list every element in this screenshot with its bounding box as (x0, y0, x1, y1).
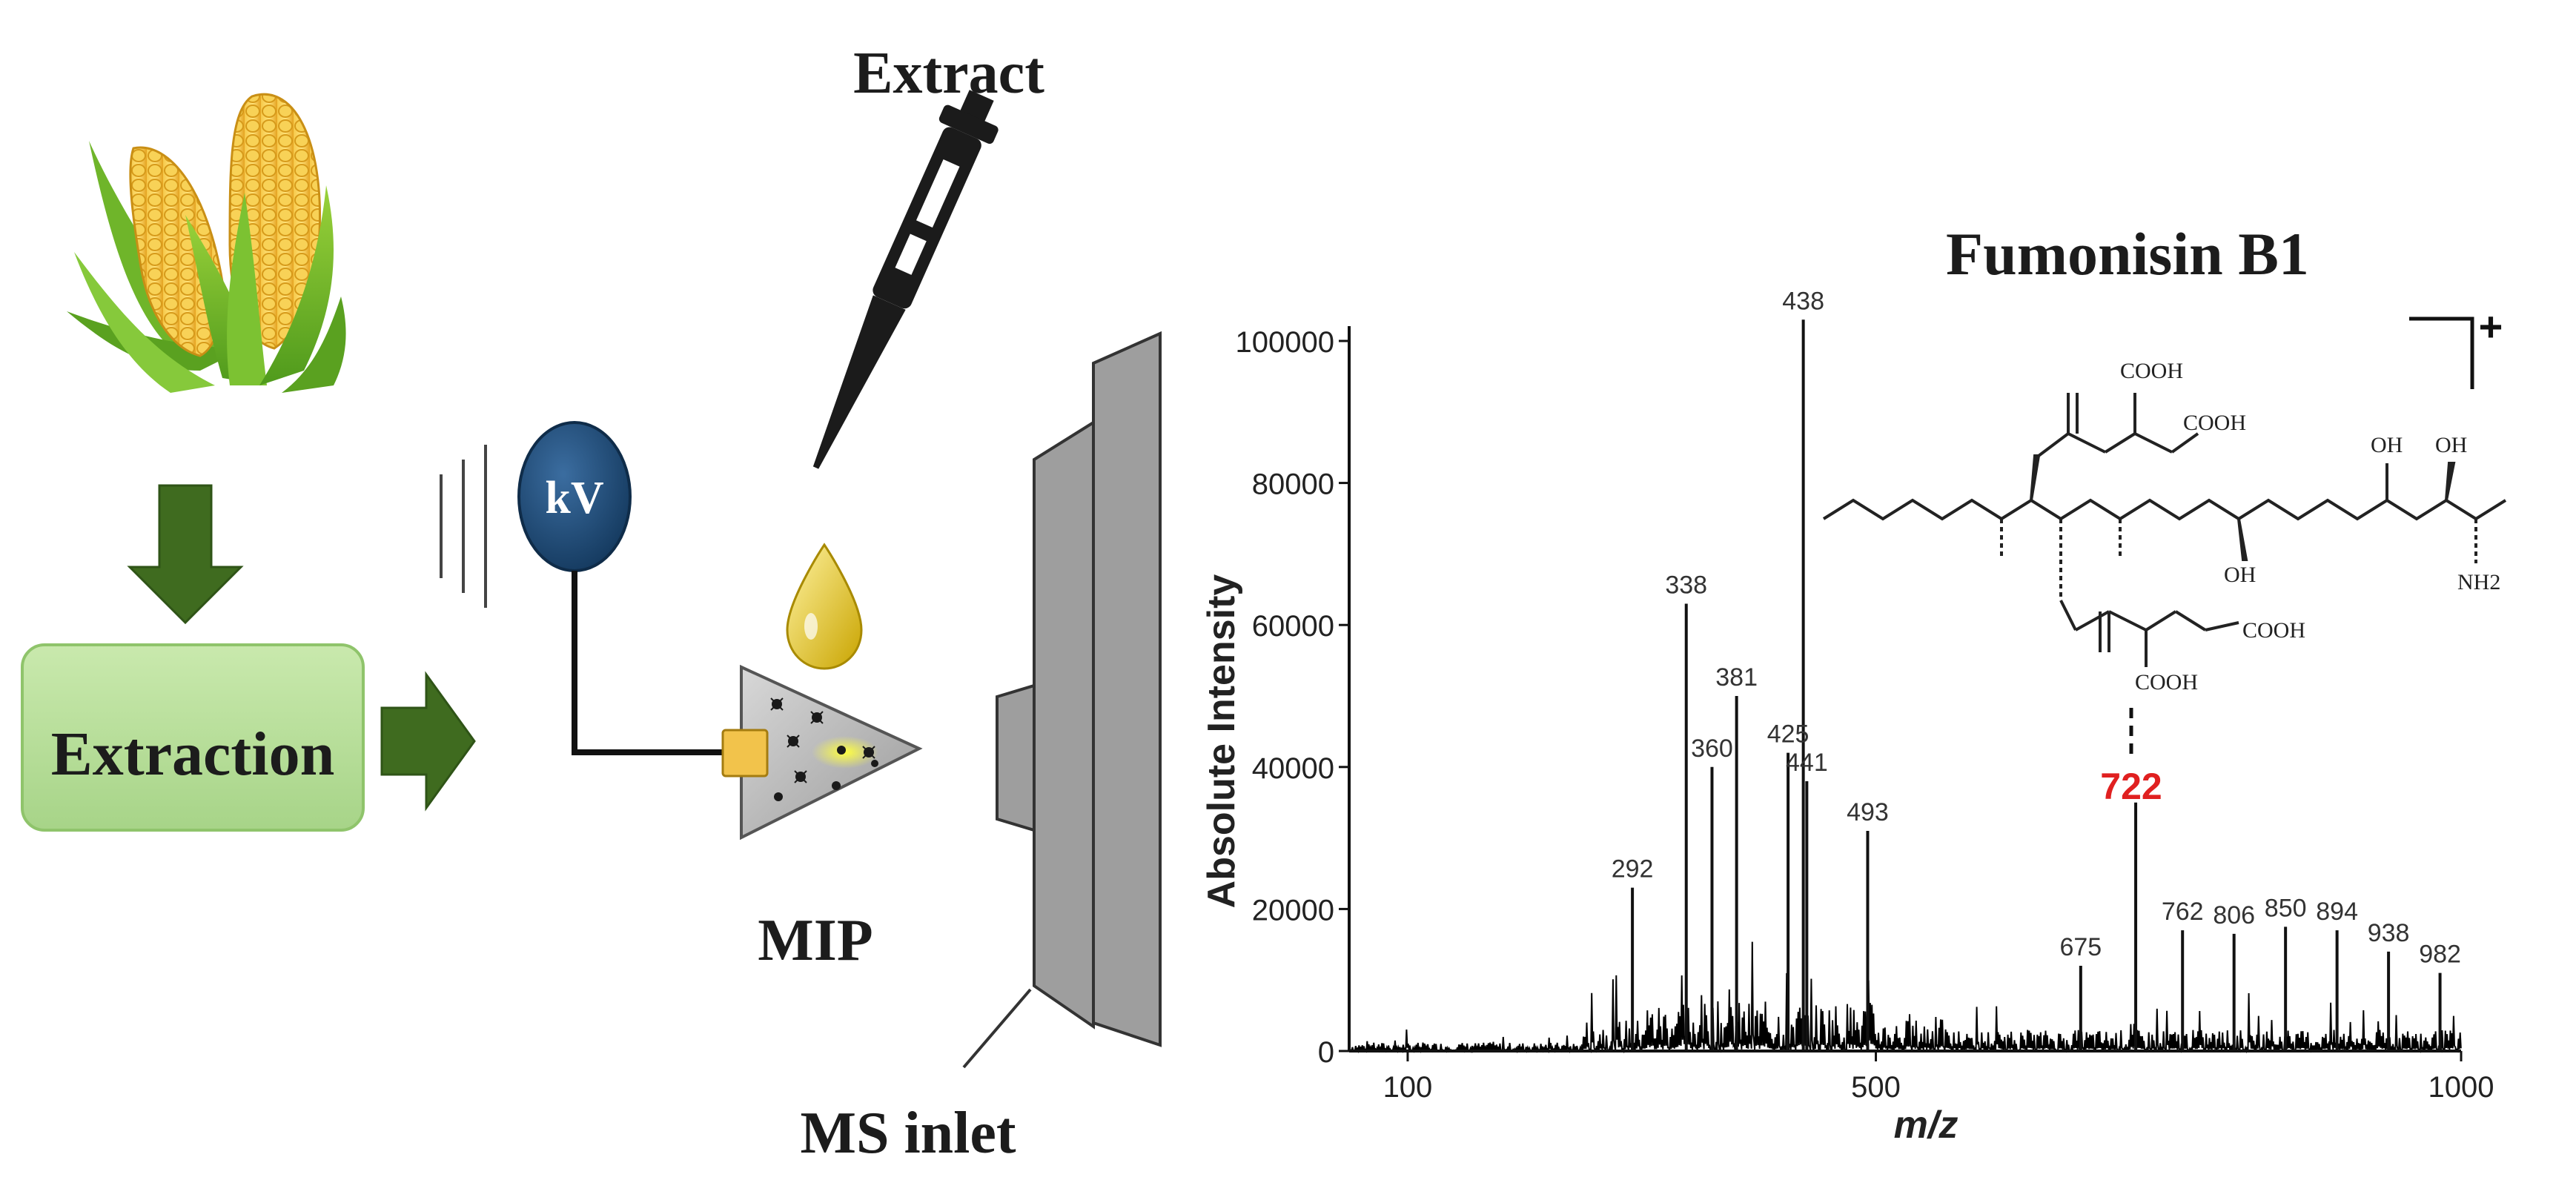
y-tick-label: 80000 (1252, 468, 1334, 501)
y-tick-label: 20000 (1252, 894, 1334, 926)
x-tick-label: 500 (1851, 1071, 1901, 1104)
peak-label-938: 938 (2368, 919, 2410, 947)
voltage-field-lines (440, 445, 487, 608)
structure-label-cooh-1: COOH (2120, 359, 2183, 383)
peak-label-850: 850 (2265, 894, 2307, 922)
ms-inlet-pointer (962, 988, 1032, 1069)
mip-cone-icon (721, 664, 923, 841)
structure-label-oh-3: OH (2435, 433, 2467, 457)
corn-icon (67, 93, 346, 393)
extraction-box (21, 643, 365, 832)
structure-label-oh-2: OH (2371, 433, 2403, 457)
peak-label-338: 338 (1665, 571, 1707, 599)
spectrum-baseline-noise (1348, 941, 2462, 1054)
y-tick-label: 100000 (1236, 326, 1334, 359)
peak-label-762: 762 (2162, 898, 2204, 926)
y-tick-label: 60000 (1252, 610, 1334, 643)
down-arrow-icon (127, 484, 244, 625)
peak-label-441: 441 (1786, 749, 1828, 777)
droplet-icon (786, 543, 863, 670)
ms-inlet-label: MS inlet (800, 1101, 1016, 1166)
charge-bracket (2409, 316, 2474, 389)
structure-label-cooh-2: COOH (2183, 411, 2246, 435)
high-voltage-wire (572, 571, 738, 755)
peak-label-425: 425 (1767, 720, 1810, 749)
y-tick-label: 0 (1318, 1036, 1334, 1069)
x-axis-label: m/z (1894, 1104, 1959, 1147)
structure-label-nh2: NH2 (2457, 570, 2500, 594)
x-tick-label: 1000 (2428, 1071, 2494, 1104)
compound-title: Fumonisin B1 (1946, 220, 2309, 288)
charge-label: + (2479, 303, 2503, 350)
structure-label-cooh-4: COOH (2135, 670, 2198, 695)
y-axis-label: Absolute Intensity (1200, 574, 1243, 909)
mip-label: MIP (758, 908, 873, 973)
x-tick-label: 100 (1383, 1071, 1433, 1104)
peak-label-675: 675 (2059, 933, 2102, 961)
pipette-icon (812, 90, 999, 469)
structure-annotations: COOH COOH COOH COOH OH OH OH NH2 (2120, 359, 2500, 695)
y-tick-label: 40000 (1252, 752, 1334, 785)
peak-label-894: 894 (2316, 898, 2358, 926)
structure-label-oh-1: OH (2224, 563, 2256, 587)
peak-label-381: 381 (1715, 663, 1758, 692)
ms-inlet-icon (996, 331, 1162, 1047)
peak-label-292: 292 (1612, 855, 1654, 884)
extract-label: Extract (853, 41, 1044, 106)
structure-label-cooh-3: COOH (2242, 618, 2305, 643)
chart-axes (1348, 326, 2461, 1053)
peak-label-493: 493 (1847, 798, 1889, 826)
kv-label: kV (545, 473, 603, 523)
fumonisin-structure (1822, 393, 2507, 667)
peak-label-982: 982 (2419, 941, 2461, 969)
peak-label-806: 806 (2213, 901, 2255, 929)
extraction-label: Extraction (51, 720, 335, 789)
peak-label-438: 438 (1782, 287, 1824, 315)
right-arrow-icon (380, 671, 476, 812)
peak-label-360: 360 (1691, 735, 1733, 763)
highlight-peak-label: 722 (2100, 766, 2162, 807)
mass-spectrum-chart: 292 338 360 381 425 438 441 493 675 762 806 850 894 9… (1236, 287, 2494, 1104)
